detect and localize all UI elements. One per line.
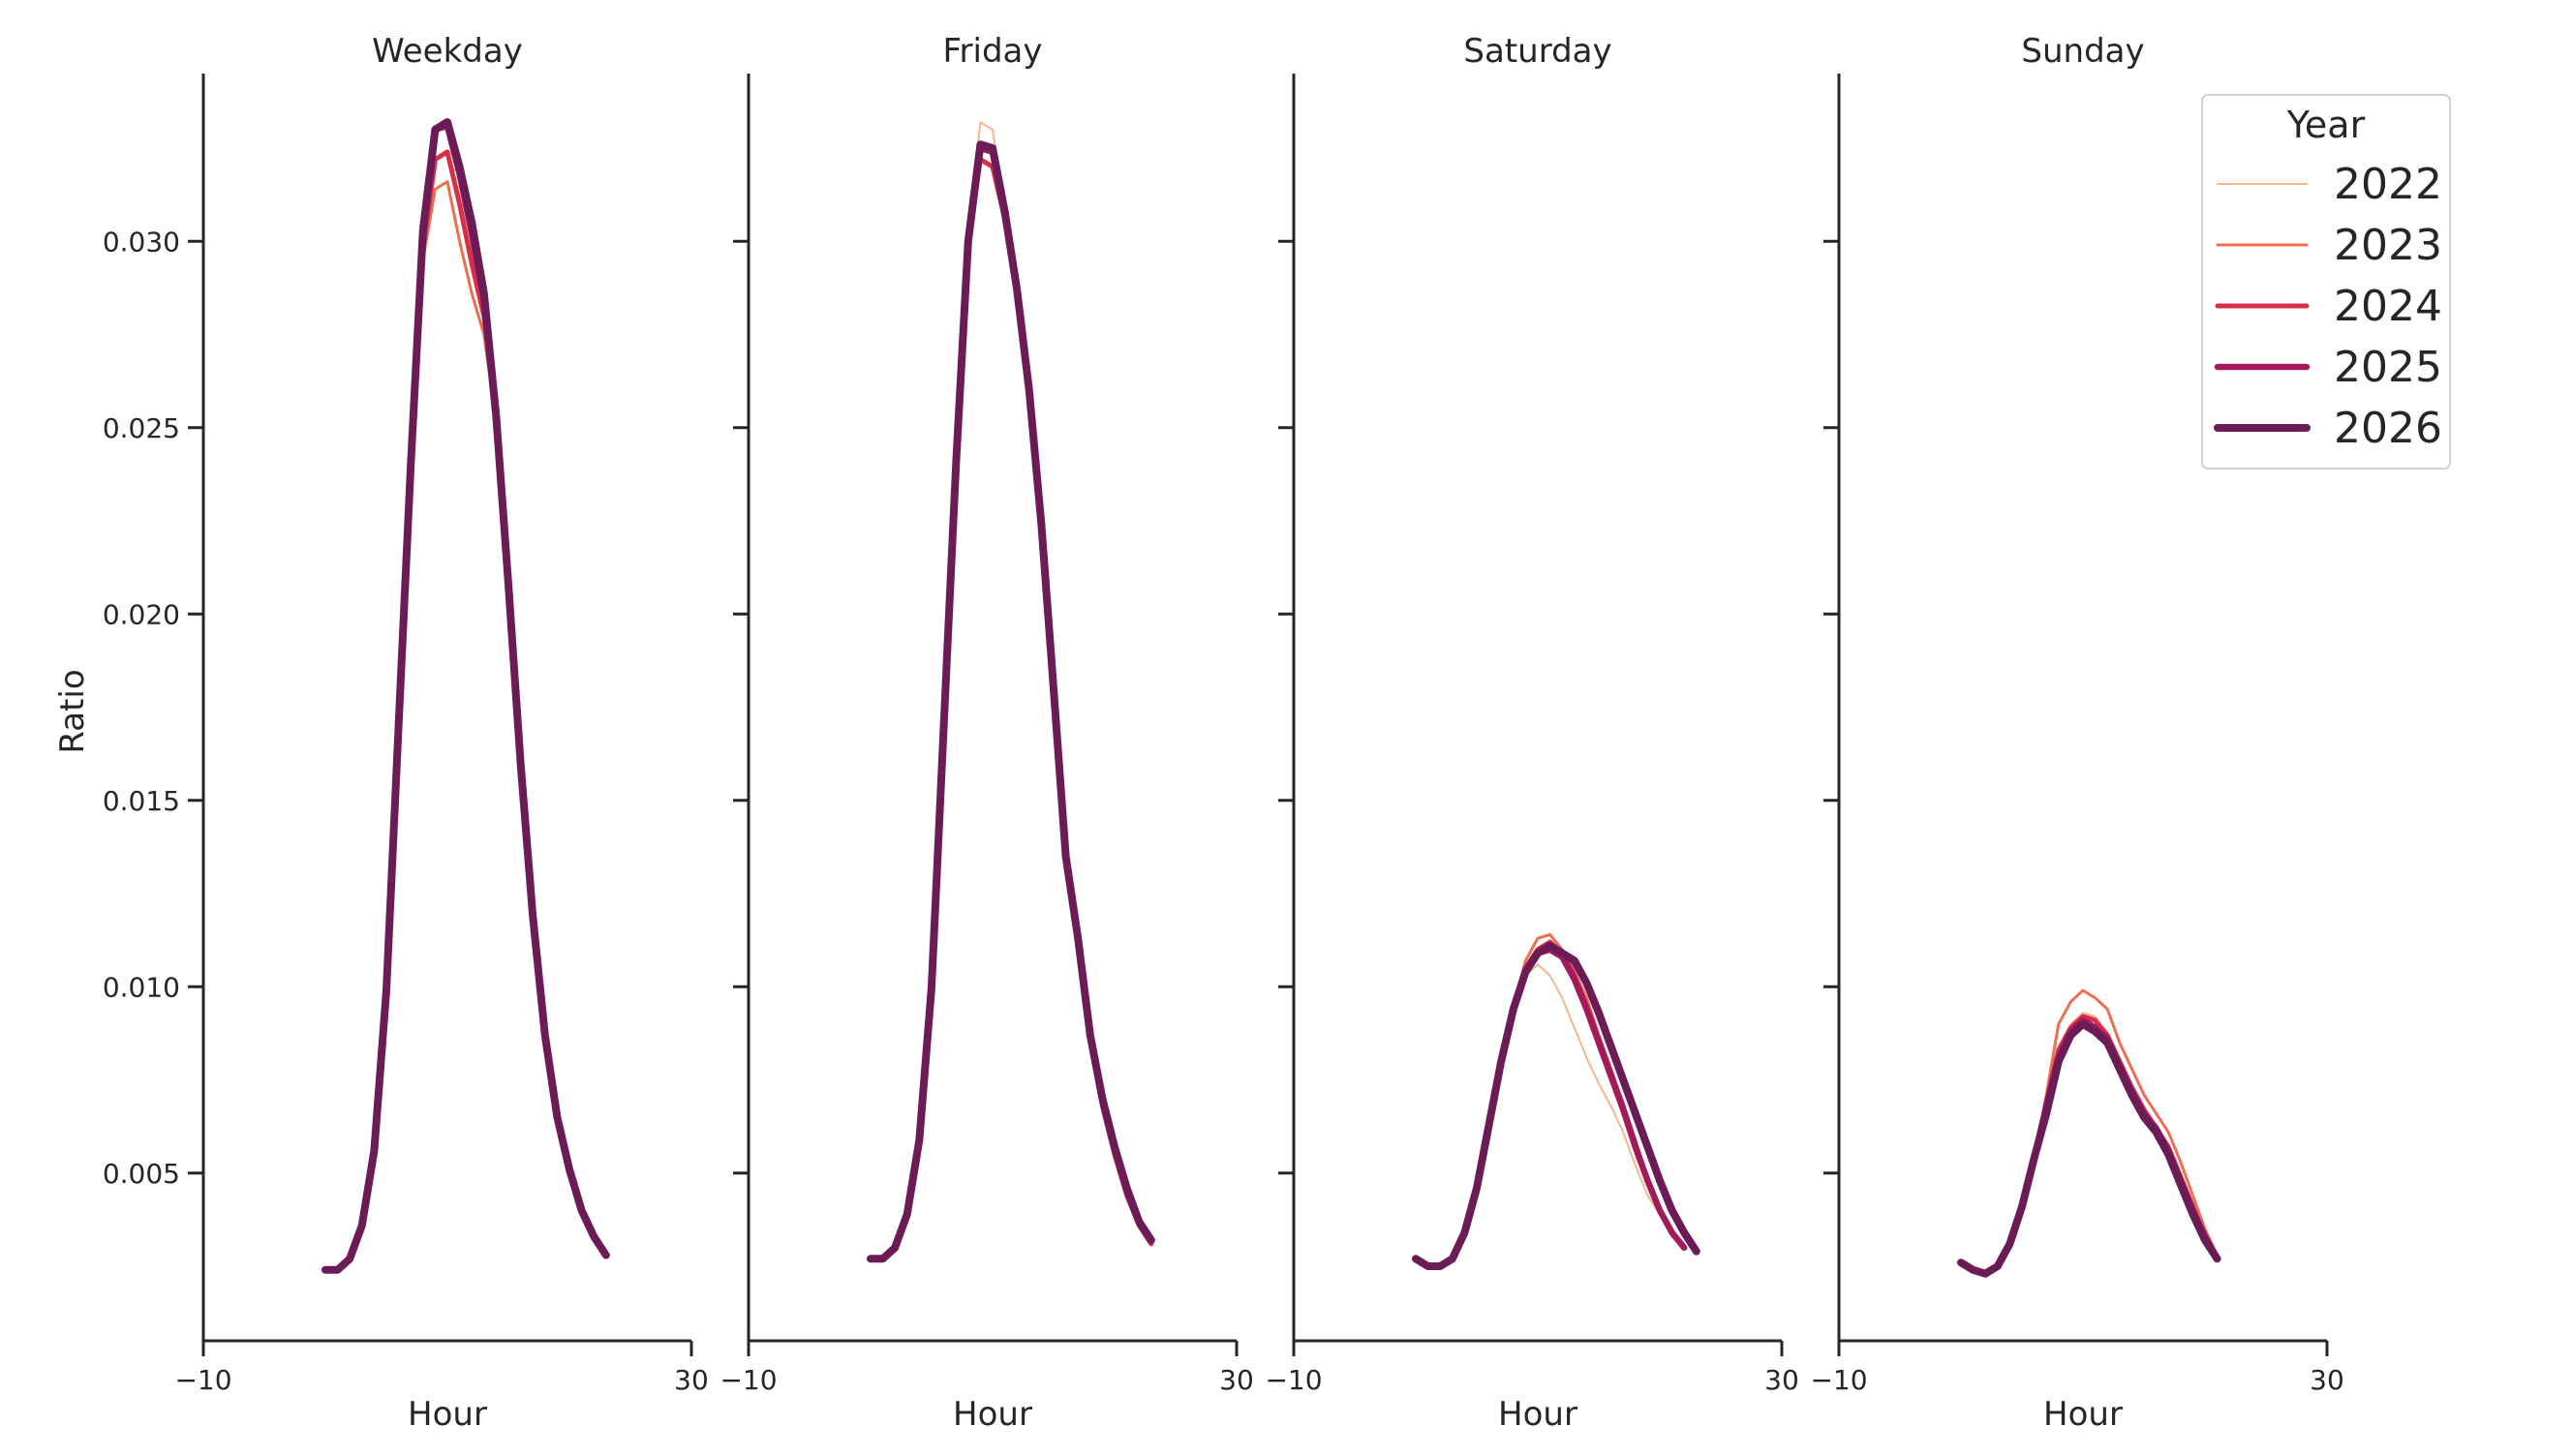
legend-label-2022: 2022 xyxy=(2334,160,2442,209)
panel-title: Weekday xyxy=(372,32,523,71)
series-line-2025 xyxy=(867,144,1155,1262)
y-tick-label: 0.005 xyxy=(103,1158,180,1190)
series-line-2024 xyxy=(1958,1014,2220,1277)
x-tick-label: 30 xyxy=(1219,1364,1254,1396)
series-line-2022 xyxy=(870,121,1152,1260)
series-line-2022 xyxy=(324,121,607,1271)
x-tick-label: −10 xyxy=(1265,1364,1322,1396)
panel-friday: Friday −10 30 Hour xyxy=(720,32,1253,1434)
x-tick-label: 30 xyxy=(1764,1364,1799,1396)
series-line-2024 xyxy=(1413,939,1687,1269)
series-lines xyxy=(1412,932,1700,1270)
x-axis-label: Hour xyxy=(1498,1395,1577,1434)
x-tick-label: −10 xyxy=(174,1364,231,1396)
panel-saturday: Saturday −10 30 Hour xyxy=(1265,32,1798,1434)
legend-label-2024: 2024 xyxy=(2334,282,2442,331)
legend-label-2023: 2023 xyxy=(2334,221,2442,270)
x-tick-label: 30 xyxy=(674,1364,709,1396)
y-tick-label: 0.030 xyxy=(103,226,180,258)
legend-label-2026: 2026 xyxy=(2334,404,2442,453)
series-line-2026 xyxy=(322,118,610,1274)
y-axis-label: Ratio xyxy=(53,669,92,753)
legend-box xyxy=(2201,94,2451,470)
series-line-2026 xyxy=(1412,941,1700,1270)
panels: Weekday 0.005 0.010 0.015 0.020 0.025 0.030 −10… xyxy=(53,32,2344,1434)
series-line-2022 xyxy=(1415,963,1686,1267)
y-tick-label: 0.010 xyxy=(103,971,180,1003)
panel-title: Saturday xyxy=(1463,32,1611,71)
series-line-2025 xyxy=(1412,946,1688,1270)
series-line-2023 xyxy=(323,180,608,1272)
series-line-2026 xyxy=(867,140,1155,1263)
series-line-2024 xyxy=(868,157,1154,1261)
x-tick-label: −10 xyxy=(1810,1364,1867,1396)
series-line-2022 xyxy=(1960,1012,2219,1275)
series-line-2026 xyxy=(1957,1019,2221,1278)
series-line-2025 xyxy=(322,122,610,1274)
y-tick-label: 0.020 xyxy=(103,598,180,630)
y-tick-label: 0.015 xyxy=(103,785,180,817)
series-lines xyxy=(322,118,610,1274)
y-tick-label: 0.025 xyxy=(103,412,180,444)
series-lines xyxy=(1957,988,2221,1278)
legend-label-2025: 2025 xyxy=(2334,343,2442,392)
x-axis-label: Hour xyxy=(408,1395,487,1434)
legend-title: Year xyxy=(2286,104,2366,146)
series-line-2025 xyxy=(1957,1016,2220,1277)
series-line-2023 xyxy=(869,142,1153,1260)
x-tick-label: 30 xyxy=(2310,1364,2344,1396)
series-line-2023 xyxy=(1959,988,2220,1276)
panel-title: Sunday xyxy=(2021,32,2144,71)
panel-title: Friday xyxy=(942,32,1042,71)
x-axis-label: Hour xyxy=(2043,1395,2123,1434)
series-line-2024 xyxy=(322,149,609,1273)
panel-sunday: Sunday −10 30 Hour xyxy=(1810,32,2343,1434)
legend: Year 2022 2023 2024 2025 2026 xyxy=(2201,94,2451,470)
x-axis-label: Hour xyxy=(953,1395,1032,1434)
panel-weekday: Weekday 0.005 0.010 0.015 0.020 0.025 0.030 −10… xyxy=(103,32,709,1434)
x-tick-label: −10 xyxy=(720,1364,777,1396)
series-line-2023 xyxy=(1414,932,1686,1268)
series-lines xyxy=(867,121,1155,1263)
